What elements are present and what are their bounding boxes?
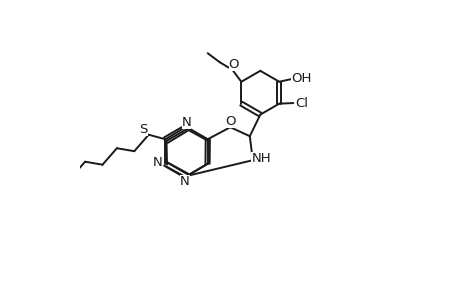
Text: N: N	[180, 175, 190, 188]
Text: N: N	[152, 156, 162, 169]
Text: O: O	[228, 58, 239, 71]
Text: OH: OH	[291, 72, 311, 85]
Text: S: S	[139, 123, 147, 136]
Text: Cl: Cl	[295, 97, 308, 110]
Text: O: O	[224, 115, 235, 128]
Text: NH: NH	[251, 152, 270, 165]
Text: N: N	[181, 116, 191, 129]
